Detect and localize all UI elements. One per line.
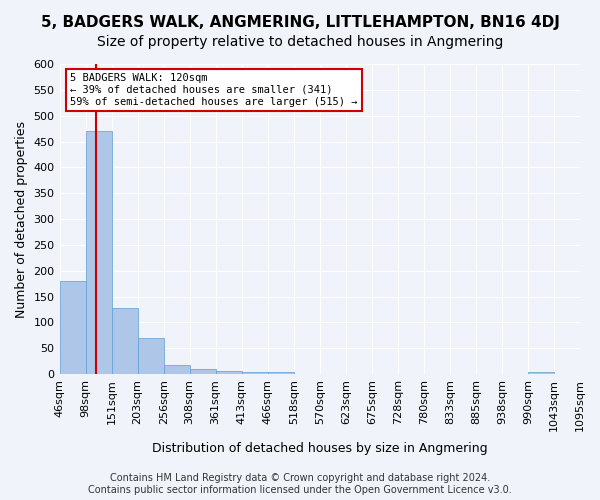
Bar bbox=[190, 369, 215, 374]
Bar bbox=[112, 308, 137, 374]
Text: 5 BADGERS WALK: 120sqm
← 39% of detached houses are smaller (341)
59% of semi-de: 5 BADGERS WALK: 120sqm ← 39% of detached… bbox=[70, 74, 358, 106]
X-axis label: Distribution of detached houses by size in Angmering: Distribution of detached houses by size … bbox=[152, 442, 488, 455]
Bar bbox=[59, 281, 86, 374]
Bar bbox=[215, 370, 242, 374]
Y-axis label: Number of detached properties: Number of detached properties bbox=[15, 120, 28, 318]
Bar bbox=[137, 338, 164, 374]
Bar bbox=[242, 372, 268, 374]
Bar bbox=[86, 131, 112, 374]
Text: Size of property relative to detached houses in Angmering: Size of property relative to detached ho… bbox=[97, 35, 503, 49]
Text: Contains HM Land Registry data © Crown copyright and database right 2024.
Contai: Contains HM Land Registry data © Crown c… bbox=[88, 474, 512, 495]
Bar bbox=[268, 372, 294, 374]
Text: 5, BADGERS WALK, ANGMERING, LITTLEHAMPTON, BN16 4DJ: 5, BADGERS WALK, ANGMERING, LITTLEHAMPTO… bbox=[41, 15, 559, 30]
Bar bbox=[164, 365, 190, 374]
Bar bbox=[528, 372, 554, 374]
